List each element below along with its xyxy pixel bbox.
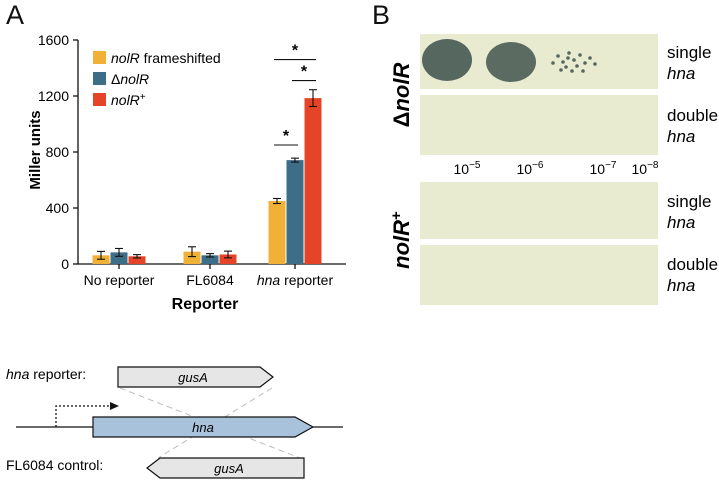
legend-swatch-deletion (93, 72, 106, 85)
panel-a-label: A (6, 0, 25, 30)
dilution-label: 10−8 (632, 160, 659, 177)
x-tick-label: No reporter (84, 272, 155, 288)
map-line-1 (119, 387, 301, 459)
promoter-arrowhead (110, 402, 119, 410)
significance-star: * (283, 128, 290, 145)
y-tick-label: 400 (46, 200, 70, 216)
side-label-single-top: single hna (667, 43, 711, 83)
y-tick-label: 0 (61, 256, 69, 272)
gusA-label-reporter: gusA (178, 370, 208, 385)
bar (128, 256, 146, 264)
gene-diagram: hna reporter: gusA hna FL6084 control: g… (6, 366, 343, 479)
plate-wt-double (420, 245, 658, 305)
row-label-delta-nolR: ΔnolR (389, 63, 414, 128)
bar (286, 160, 304, 264)
bar (268, 201, 286, 264)
hna-gene-label: hna (192, 420, 214, 435)
control-label: FL6084 control: (6, 457, 103, 473)
x-axis-title: Reporter (172, 296, 239, 313)
plate-wt-single (420, 182, 658, 239)
legend-label-frameshifted: nolR frameshifted (111, 50, 221, 66)
legend-swatch-wildtype (93, 93, 106, 106)
side-label-double-top: double hna (667, 106, 718, 146)
bar (304, 98, 322, 264)
y-tick-label: 1600 (38, 32, 69, 48)
significance-star: * (301, 64, 308, 81)
legend-swatch-frameshifted (93, 51, 106, 64)
gusA-label-control: gusA (214, 461, 244, 476)
dilution-label: 10−5 (454, 160, 481, 177)
x-tick-label: FL6084 (186, 272, 234, 288)
plate-panel: 10−5 10−6 10−7 10−8 ΔnolR nolR+ single hna d… (388, 34, 718, 305)
gusA-arrow-control (146, 457, 305, 479)
y-tick-label: 800 (46, 144, 70, 160)
bar-chart: Miller units Reporter 0 400 800 1200 1600 No… (27, 32, 346, 313)
gusA-arrow-reporter (117, 366, 274, 388)
reporter-label: hna reporter: (6, 366, 86, 382)
hna-gene (92, 416, 315, 438)
promoter-arrow (55, 405, 110, 427)
plate-delta-double (420, 95, 658, 155)
dilution-label: 10−7 (590, 160, 617, 177)
bar (219, 254, 237, 264)
legend-label-deletion: ΔnolR (111, 71, 149, 87)
bar (110, 252, 128, 264)
x-tick-label: hna reporter (257, 272, 334, 288)
row-label-nolR-plus: nolR+ (388, 211, 414, 269)
legend: nolR frameshifted ΔnolR nolR+ (93, 50, 221, 108)
colony-spot-1e-5 (422, 39, 472, 81)
legend-label-wildtype: nolR+ (111, 92, 146, 108)
side-label-double-bottom: double hna (667, 255, 718, 295)
significance-star: * (292, 43, 299, 60)
colony-spot-1e-6 (486, 42, 536, 82)
map-line-2 (157, 387, 273, 459)
bar (183, 251, 201, 264)
panel-b-label: B (372, 0, 391, 30)
dilution-label: 10−6 (517, 160, 544, 177)
colony-spot-1e-7 (551, 51, 597, 73)
side-label-single-bottom: single hna (667, 192, 711, 232)
y-axis-title: Miller units (27, 110, 44, 189)
bar (201, 255, 219, 264)
y-tick-label: 1200 (38, 88, 69, 104)
